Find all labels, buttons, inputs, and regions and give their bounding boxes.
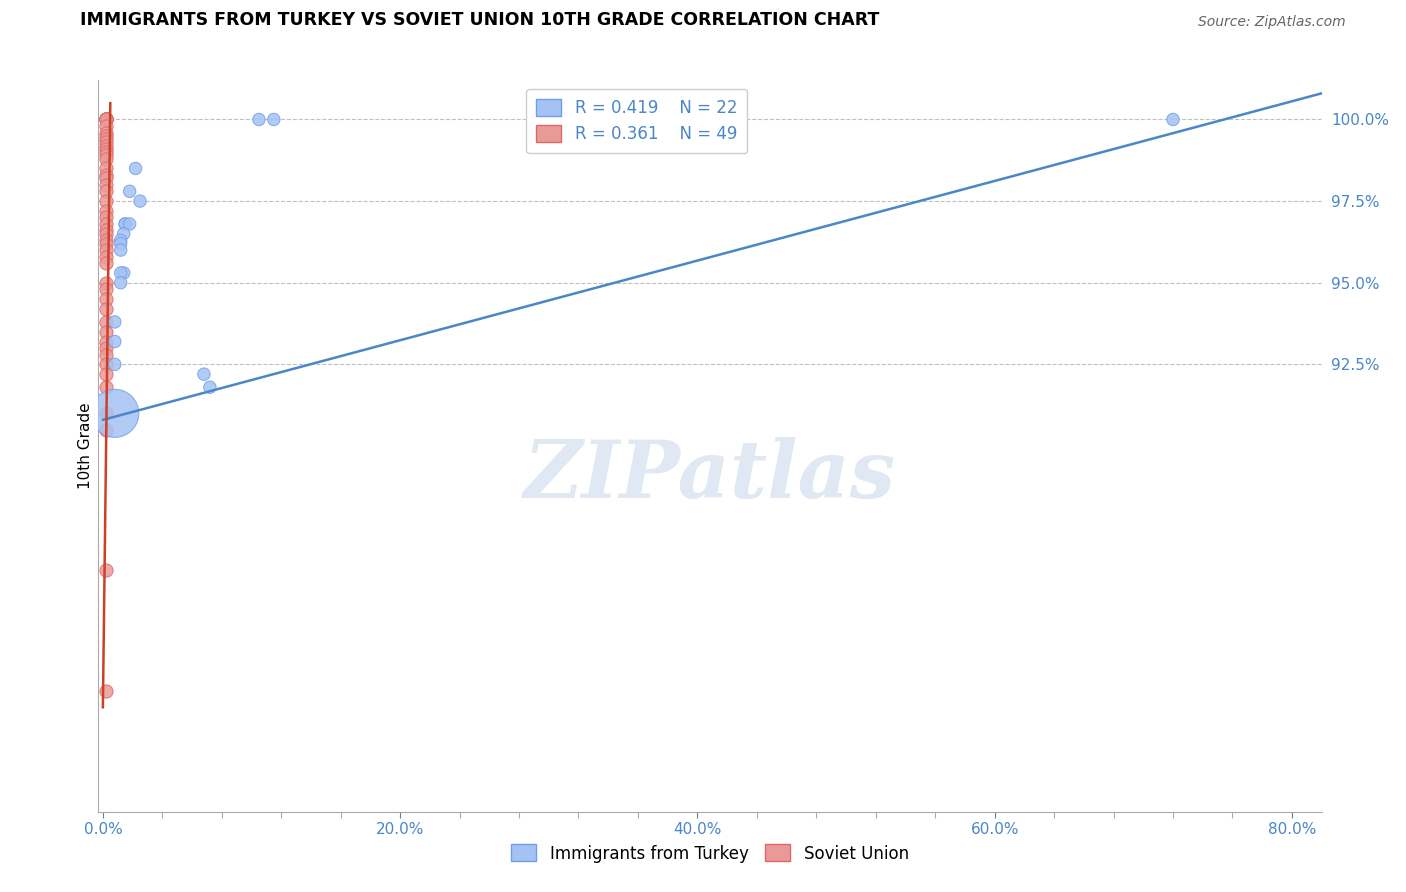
Point bbox=[104, 357, 127, 371]
Legend: Immigrants from Turkey, Soviet Union: Immigrants from Turkey, Soviet Union bbox=[505, 838, 915, 869]
Point bbox=[94, 357, 117, 371]
Point bbox=[94, 126, 117, 140]
Point bbox=[94, 142, 117, 156]
Point bbox=[94, 217, 117, 231]
Point bbox=[94, 341, 117, 355]
Point bbox=[94, 563, 117, 577]
Point bbox=[94, 236, 117, 251]
Point bbox=[94, 152, 117, 166]
Point bbox=[94, 256, 117, 270]
Point bbox=[110, 243, 132, 257]
Point bbox=[94, 112, 117, 127]
Point bbox=[1161, 112, 1184, 127]
Point bbox=[94, 128, 117, 143]
Point bbox=[94, 184, 117, 198]
Point bbox=[94, 136, 117, 150]
Point bbox=[112, 227, 135, 241]
Point bbox=[94, 334, 117, 349]
Point bbox=[198, 380, 221, 394]
Point bbox=[114, 217, 136, 231]
Point bbox=[94, 301, 117, 316]
Point bbox=[94, 406, 117, 420]
Point bbox=[94, 138, 117, 153]
Point bbox=[94, 168, 117, 182]
Point bbox=[263, 112, 285, 127]
Point bbox=[94, 148, 117, 162]
Text: IMMIGRANTS FROM TURKEY VS SOVIET UNION 10TH GRADE CORRELATION CHART: IMMIGRANTS FROM TURKEY VS SOVIET UNION 1… bbox=[80, 11, 879, 29]
Point bbox=[94, 161, 117, 176]
Point bbox=[94, 367, 117, 381]
Point bbox=[110, 276, 132, 290]
Point bbox=[118, 184, 141, 198]
Point bbox=[110, 236, 132, 251]
Point bbox=[104, 315, 127, 329]
Point bbox=[94, 233, 117, 247]
Point bbox=[94, 227, 117, 241]
Point bbox=[94, 325, 117, 339]
Point bbox=[94, 171, 117, 186]
Text: Source: ZipAtlas.com: Source: ZipAtlas.com bbox=[1198, 15, 1346, 29]
Point bbox=[112, 266, 135, 280]
Point bbox=[94, 315, 117, 329]
Point bbox=[94, 145, 117, 160]
Point bbox=[247, 112, 270, 127]
Point bbox=[94, 684, 117, 698]
Point bbox=[94, 178, 117, 192]
Point bbox=[94, 194, 117, 208]
Point bbox=[94, 112, 117, 127]
Point bbox=[94, 203, 117, 218]
Point bbox=[94, 112, 117, 127]
Point bbox=[94, 211, 117, 225]
Point bbox=[114, 217, 136, 231]
Point bbox=[193, 367, 215, 381]
Point bbox=[94, 282, 117, 296]
Point bbox=[94, 243, 117, 257]
Y-axis label: 10th Grade: 10th Grade bbox=[77, 402, 93, 490]
Point bbox=[94, 112, 117, 127]
Point bbox=[94, 119, 117, 133]
Point bbox=[118, 217, 141, 231]
Point bbox=[110, 233, 132, 247]
Point bbox=[94, 112, 117, 127]
Point bbox=[104, 406, 127, 420]
Point bbox=[104, 334, 127, 349]
Point bbox=[110, 266, 132, 280]
Point bbox=[94, 423, 117, 437]
Point bbox=[94, 380, 117, 394]
Point bbox=[94, 112, 117, 127]
Point bbox=[94, 276, 117, 290]
Point bbox=[94, 112, 117, 127]
Point bbox=[94, 347, 117, 361]
Point bbox=[94, 223, 117, 237]
Point bbox=[129, 194, 152, 208]
Text: ZIPatlas: ZIPatlas bbox=[524, 436, 896, 514]
Point bbox=[94, 292, 117, 306]
Point bbox=[94, 250, 117, 264]
Point bbox=[124, 161, 146, 176]
Point bbox=[94, 132, 117, 146]
